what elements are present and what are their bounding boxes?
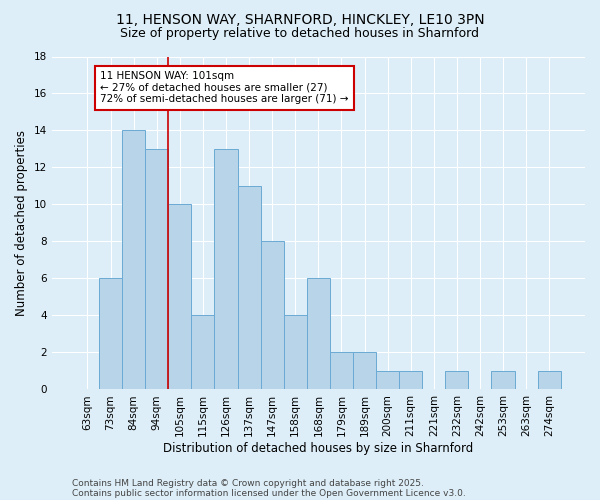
Bar (376, 371, 399, 390)
Text: Contains HM Land Registry data © Crown copyright and database right 2025.: Contains HM Land Registry data © Crown c… (72, 478, 424, 488)
Bar (353, 352, 376, 390)
Bar (145, 149, 168, 390)
Bar (238, 186, 260, 390)
Bar (191, 316, 214, 390)
Bar (284, 316, 307, 390)
Text: 11, HENSON WAY, SHARNFORD, HINCKLEY, LE10 3PN: 11, HENSON WAY, SHARNFORD, HINCKLEY, LE1… (116, 12, 484, 26)
X-axis label: Distribution of detached houses by size in Sharnford: Distribution of detached houses by size … (163, 442, 473, 455)
Text: Contains public sector information licensed under the Open Government Licence v3: Contains public sector information licen… (72, 488, 466, 498)
Bar (445, 371, 469, 390)
Bar (99, 278, 122, 390)
Bar (399, 371, 422, 390)
Bar (168, 204, 191, 390)
Text: Size of property relative to detached houses in Sharnford: Size of property relative to detached ho… (121, 28, 479, 40)
Text: 11 HENSON WAY: 101sqm
← 27% of detached houses are smaller (27)
72% of semi-deta: 11 HENSON WAY: 101sqm ← 27% of detached … (100, 72, 349, 104)
Bar (307, 278, 330, 390)
Y-axis label: Number of detached properties: Number of detached properties (15, 130, 28, 316)
Bar (214, 149, 238, 390)
Bar (260, 242, 284, 390)
Bar (122, 130, 145, 390)
Bar (491, 371, 515, 390)
Bar (330, 352, 353, 390)
Bar (538, 371, 561, 390)
